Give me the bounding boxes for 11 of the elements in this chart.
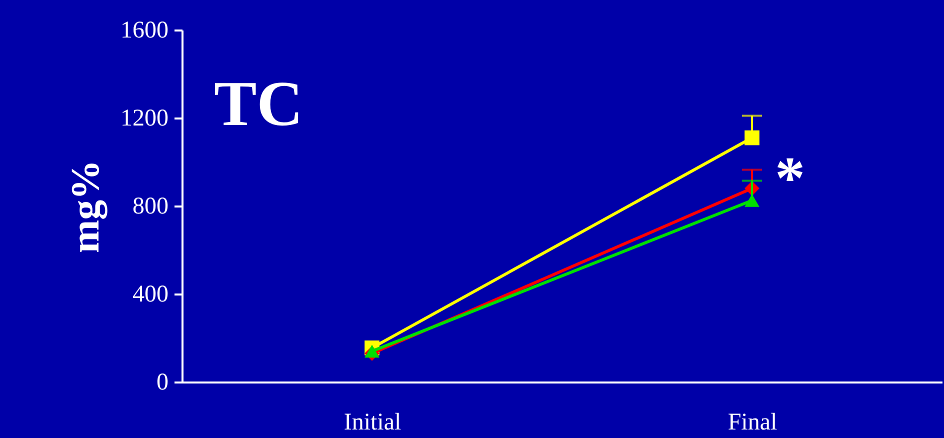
y-tick-label: 800 xyxy=(132,194,168,220)
x-tick-label: Final xyxy=(728,410,778,436)
y-tick-label: 0 xyxy=(156,370,168,396)
y-tick-label: 1600 xyxy=(120,18,168,44)
annotation: * xyxy=(775,145,805,211)
y-axis-title: mg% xyxy=(62,160,108,254)
text: TC xyxy=(214,68,303,139)
y-tick-label: 400 xyxy=(132,282,168,308)
x-tick-label: Initial xyxy=(344,410,402,436)
y-tick-label: 1200 xyxy=(120,106,168,132)
point xyxy=(744,130,760,146)
